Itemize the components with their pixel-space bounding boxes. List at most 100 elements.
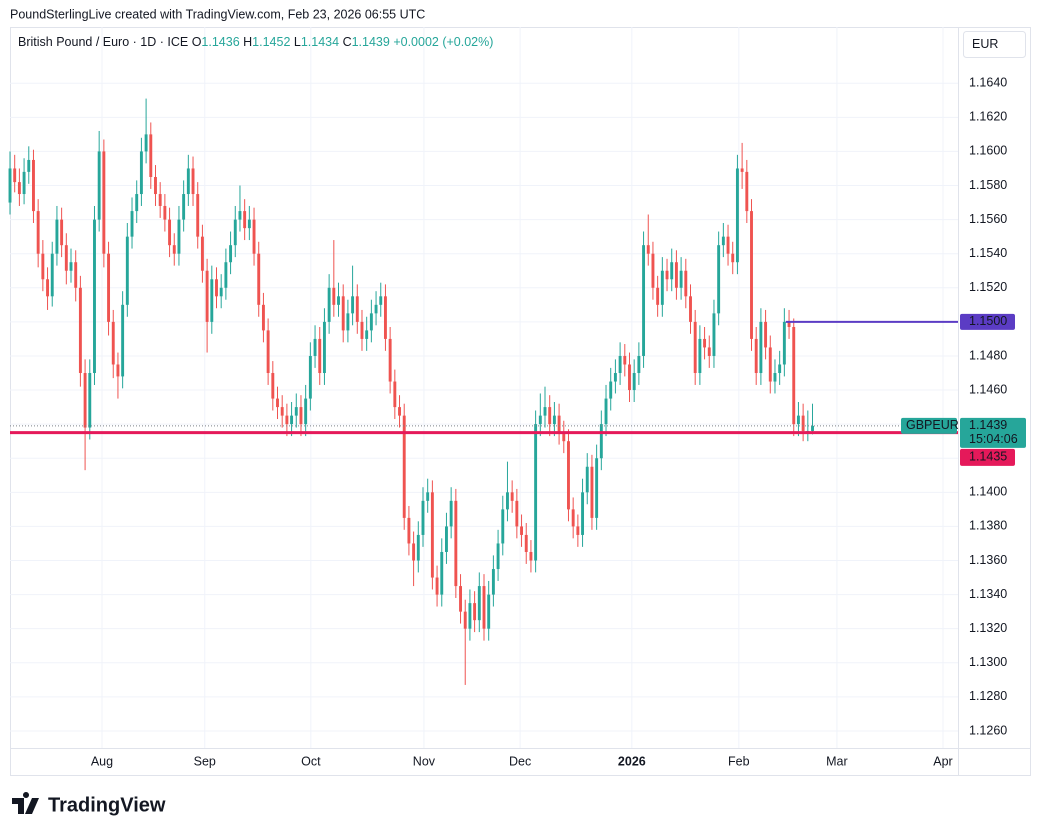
candle-body [618,355,622,374]
candle-body [17,182,21,195]
candle-body [224,262,228,288]
candle-body [412,543,416,561]
candle-body [360,321,364,339]
candle-body [407,517,411,544]
candle-body [646,245,650,254]
candle-body [745,171,749,212]
candle-body [280,407,284,416]
overlays [10,320,958,435]
candle-body [501,509,505,544]
x-tick-label: Aug [91,754,113,768]
candle-body [768,347,772,382]
title: British Pound / Euro · 1D · ICE [18,35,188,49]
candle-body [172,245,176,254]
candle-body [459,586,462,612]
candle-body [707,347,711,356]
ohlc-label: C [343,35,352,49]
candle-body [290,415,294,425]
candle-body [97,151,101,220]
candle-body [276,398,279,408]
candle-body [304,398,308,425]
candle-body [759,321,763,374]
ohlc-value: 1.1439 [352,35,390,49]
candle-body [154,176,157,195]
logo-icon [12,791,39,814]
candle-body [247,219,251,229]
candle-body [576,526,580,535]
last-price-label: 1.1439 [969,418,1007,432]
candle-body [778,364,782,374]
candle-body [557,415,561,433]
candle-body [440,551,444,595]
candle-body [111,321,115,365]
y-tick-label: 1.1480 [969,348,1007,362]
candle-body [261,304,265,331]
candle-body [726,236,730,254]
candle-body [168,219,172,246]
currency[interactable]: EUR [972,37,998,51]
y-tick-label: 1.1600 [969,144,1007,158]
candle-body [491,569,495,595]
ohlc-value: 1.1434 [301,35,339,49]
candle-body [665,270,669,280]
candle-body [318,338,322,374]
symbol-label: GBPEUR [906,418,959,432]
candle-body [22,171,26,195]
candle-body [599,424,603,459]
x-tick-label: Nov [413,754,436,768]
candle-body [487,594,491,629]
y-tick-label: 1.1560 [969,212,1007,226]
candle-body [60,219,64,246]
candle-body [623,355,627,365]
candle-body [721,236,725,246]
candle-body [562,432,566,442]
candle-body [811,425,814,431]
candle-body [801,415,805,431]
y-tick-label: 1.1620 [969,110,1007,124]
brand: TradingView [48,794,166,816]
candles [8,98,814,685]
candle-body [735,168,739,263]
candle-body [609,381,613,399]
y-tick-label: 1.1380 [969,519,1007,533]
currency-button[interactable] [963,31,1026,58]
y-tick-label: 1.1520 [969,280,1007,294]
candle-body [670,262,674,280]
candle-body [102,151,106,254]
credit: PoundSterlingLive created with TradingVi… [10,7,425,21]
change: +0.0002 (+0.02%) [393,35,493,49]
price-tag-label: 1.1435 [969,450,1007,464]
candle-body [55,219,59,254]
symbol-tag [901,417,957,434]
candle-body [773,373,777,382]
candle-body [299,407,303,425]
candle-body [219,287,223,297]
candle-body [693,321,697,374]
candle-body [632,373,636,391]
candle-body [595,458,599,518]
logo: TradingView [12,791,166,816]
x-tick-label: Oct [301,754,321,768]
candle-body [510,492,514,501]
candle-body [416,534,420,561]
candle-body [130,211,134,237]
candle-body [93,219,96,374]
candle-body [524,534,528,552]
candle-body [191,168,195,195]
x-tick-label: Sep [194,754,216,768]
candle-body [435,577,439,595]
candle-body [477,586,481,621]
candle-body [782,321,786,365]
candle-body [388,338,392,382]
candle-body [515,500,519,527]
candle-body [243,211,247,229]
candle-body [313,338,317,356]
candle-body [252,219,256,254]
candle-body [355,296,359,322]
candle-body [32,159,35,212]
y-tick-label: 1.1360 [969,553,1007,567]
candle-body [534,424,538,561]
candle-body [679,270,683,288]
candle-body [327,287,331,322]
